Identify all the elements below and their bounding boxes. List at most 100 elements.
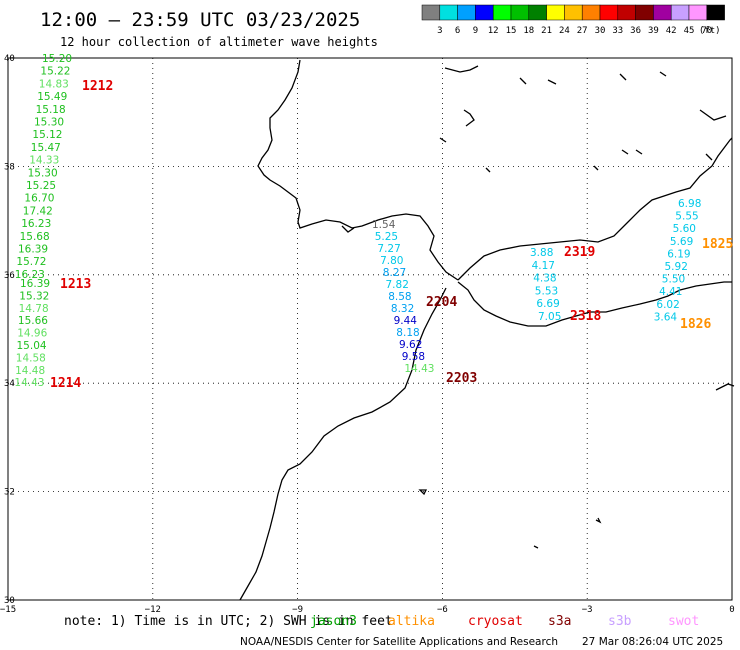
spain-med-coast (457, 137, 733, 281)
north-africa-coast (457, 281, 732, 327)
colorbar-unit: (ft) (699, 26, 721, 36)
wave-height-value: 15.25 (26, 180, 56, 192)
colorbar-label: 45 (684, 26, 695, 36)
colorbar-swatch (528, 4, 547, 21)
colorbar-label: 3 (437, 26, 442, 36)
morocco-coast (239, 287, 447, 601)
island-small-2 (533, 545, 539, 549)
lon-tick-label: −9 (292, 605, 303, 615)
wave-height-value: 7.05 (538, 311, 561, 323)
colorbar-swatch (653, 4, 672, 21)
altimeter-passes: 15.2015.2214.8315.4915.1815.3015.1215.47… (14, 53, 733, 391)
colorbar-swatch (581, 4, 601, 21)
inland-lake-6 (659, 71, 667, 77)
inland-lake-4 (547, 79, 557, 85)
wave-height-value: 5.55 (675, 211, 698, 223)
wave-height-value: 5.25 (375, 231, 398, 243)
wave-height-value: 4.17 (532, 260, 555, 272)
lat-tick-label: 40 (4, 54, 15, 64)
wave-height-value: 14.48 (15, 365, 45, 377)
wave-height-value: 7.27 (377, 243, 400, 255)
footer-credit: NOAA/NESDIS Center for Satellite Applica… (240, 636, 558, 648)
wave-height-value: 6.02 (656, 299, 679, 311)
wave-height-value: 15.04 (17, 340, 47, 352)
pass-label: 2319 (564, 245, 595, 260)
colorbar-label: 6 (455, 26, 460, 36)
wave-height-value: 9.62 (399, 339, 422, 351)
colorbar-swatch (706, 4, 725, 21)
lon-tick-label: −3 (582, 605, 593, 615)
lat-tick-label: 38 (4, 162, 15, 172)
inland-lake-8 (439, 137, 447, 143)
coastline (239, 59, 735, 601)
wave-height-value: 14.43 (404, 363, 434, 375)
colorbar-label: 30 (595, 26, 606, 36)
colorbar-label: 42 (666, 26, 677, 36)
wave-height-value: 14.58 (16, 352, 46, 364)
wave-height-value: 15.47 (31, 142, 61, 154)
pass-label: 2204 (426, 295, 457, 310)
colorbar-label: 24 (559, 26, 570, 36)
colorbar-label: 27 (577, 26, 588, 36)
wave-height-value: 14.83 (39, 78, 69, 90)
wave-height-value: 9.44 (394, 315, 418, 327)
colorbar-label: 18 (523, 26, 534, 36)
wave-height-value: 16.23 (21, 218, 51, 230)
colorbar-swatch (475, 4, 494, 21)
wave-height-value: 16.39 (20, 278, 50, 290)
wave-height-value: 8.27 (383, 267, 406, 279)
lon-tick-label: 0 (729, 605, 734, 615)
map-subtitle: 12 hour collection of altimeter wave hei… (60, 35, 378, 49)
wave-height-value: 15.18 (36, 104, 66, 116)
inland-lake-5 (619, 73, 627, 81)
wave-height-value: 5.69 (670, 236, 693, 248)
colorbar-swatch (617, 4, 636, 21)
colorbar-label: 12 (488, 26, 499, 36)
pass-label: 2318 (570, 309, 601, 324)
colorbar-label: 33 (612, 26, 623, 36)
lon-tick-label: −6 (437, 605, 448, 615)
inland-lake-12 (635, 149, 643, 155)
legend-entry: altika (388, 614, 435, 629)
footer-timestamp: 27 Mar 08:26:04 UTC 2025 (582, 636, 723, 648)
map-frame (7, 57, 733, 601)
footer-note: note: 1) Time is in UTC; 2) SWH is in fe… (64, 614, 393, 629)
colorbar-label: 39 (648, 26, 659, 36)
wave-height-value: 16.23 (15, 269, 45, 281)
wave-height-value: 16.70 (24, 193, 54, 205)
pass-label: 2203 (446, 371, 477, 386)
lat-tick-label: 34 (4, 379, 15, 389)
colorbar-swatch (688, 4, 708, 21)
wave-height-value: 8.58 (388, 291, 411, 303)
colorbar-swatch (670, 4, 690, 21)
colorbar-swatch (421, 4, 441, 21)
island-small-1 (595, 517, 602, 524)
inland-lake-13 (705, 153, 713, 161)
wave-height-value: 6.19 (667, 248, 690, 260)
colorbar-label: 21 (541, 26, 552, 36)
colorbar-swatch (564, 4, 583, 21)
inland-lake-11 (621, 149, 629, 155)
colorbar-swatch (510, 4, 530, 21)
map-title: 12:00 – 23:59 UTC 03/23/2025 (40, 9, 360, 31)
wave-height-value: 15.20 (42, 53, 72, 65)
inland-lake-14 (715, 383, 735, 391)
colorbar-label: 15 (506, 26, 517, 36)
wave-height-value: 6.98 (678, 198, 701, 210)
wave-height-value: 15.30 (28, 167, 58, 179)
wave-height-value: 15.66 (18, 315, 48, 327)
colorbar: 3 6 9 12 15 18 21 24 27 30 33 36 39 42 45 70(ft) (421, 4, 725, 36)
wave-height-value: 5.50 (662, 274, 685, 286)
colorbar-swatch (635, 4, 654, 21)
colorbar-label: 9 (473, 26, 478, 36)
wave-height-value: 5.53 (535, 285, 558, 297)
wave-height-value: 8.18 (396, 327, 419, 339)
wave-height-value: 14.33 (29, 155, 59, 167)
island-alboran (418, 489, 428, 496)
pass-label: 1825 (702, 237, 733, 252)
inland-lake-10 (593, 165, 599, 171)
pass-label: 1214 (50, 376, 81, 391)
wave-height-value: 8.32 (391, 303, 414, 315)
wave-height-value: 6.69 (536, 298, 559, 310)
